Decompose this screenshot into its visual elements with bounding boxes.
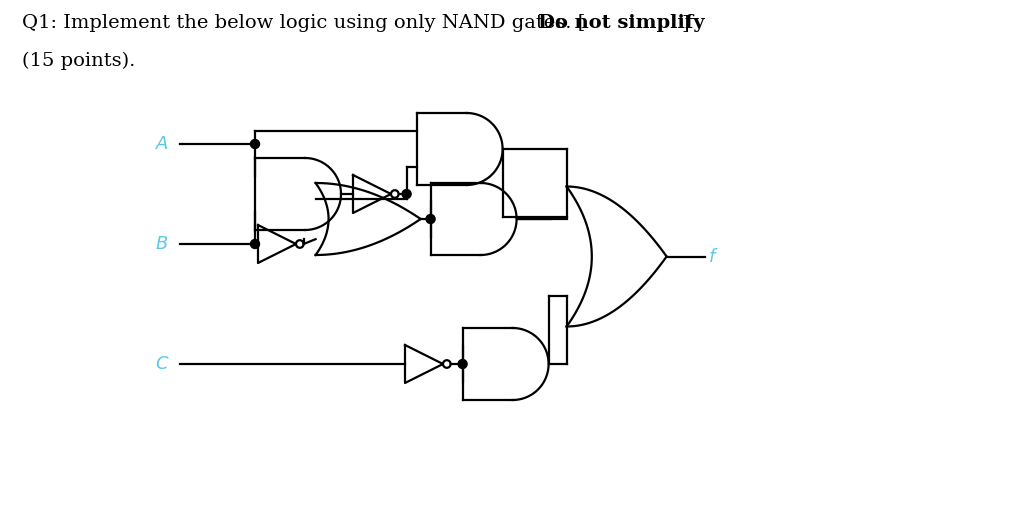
Text: f: f: [709, 248, 715, 266]
Circle shape: [251, 240, 259, 249]
Circle shape: [251, 140, 259, 149]
Text: B: B: [156, 235, 168, 253]
Text: ]: ]: [682, 14, 689, 32]
Circle shape: [426, 214, 435, 223]
Circle shape: [402, 189, 411, 198]
Text: Q1: Implement the below logic using only NAND gates. [: Q1: Implement the below logic using only…: [22, 14, 586, 32]
Text: C: C: [156, 355, 168, 373]
Text: (15 points).: (15 points).: [22, 52, 135, 70]
Text: Do not simplify: Do not simplify: [539, 14, 706, 32]
Text: A: A: [156, 135, 168, 153]
Circle shape: [458, 360, 467, 369]
